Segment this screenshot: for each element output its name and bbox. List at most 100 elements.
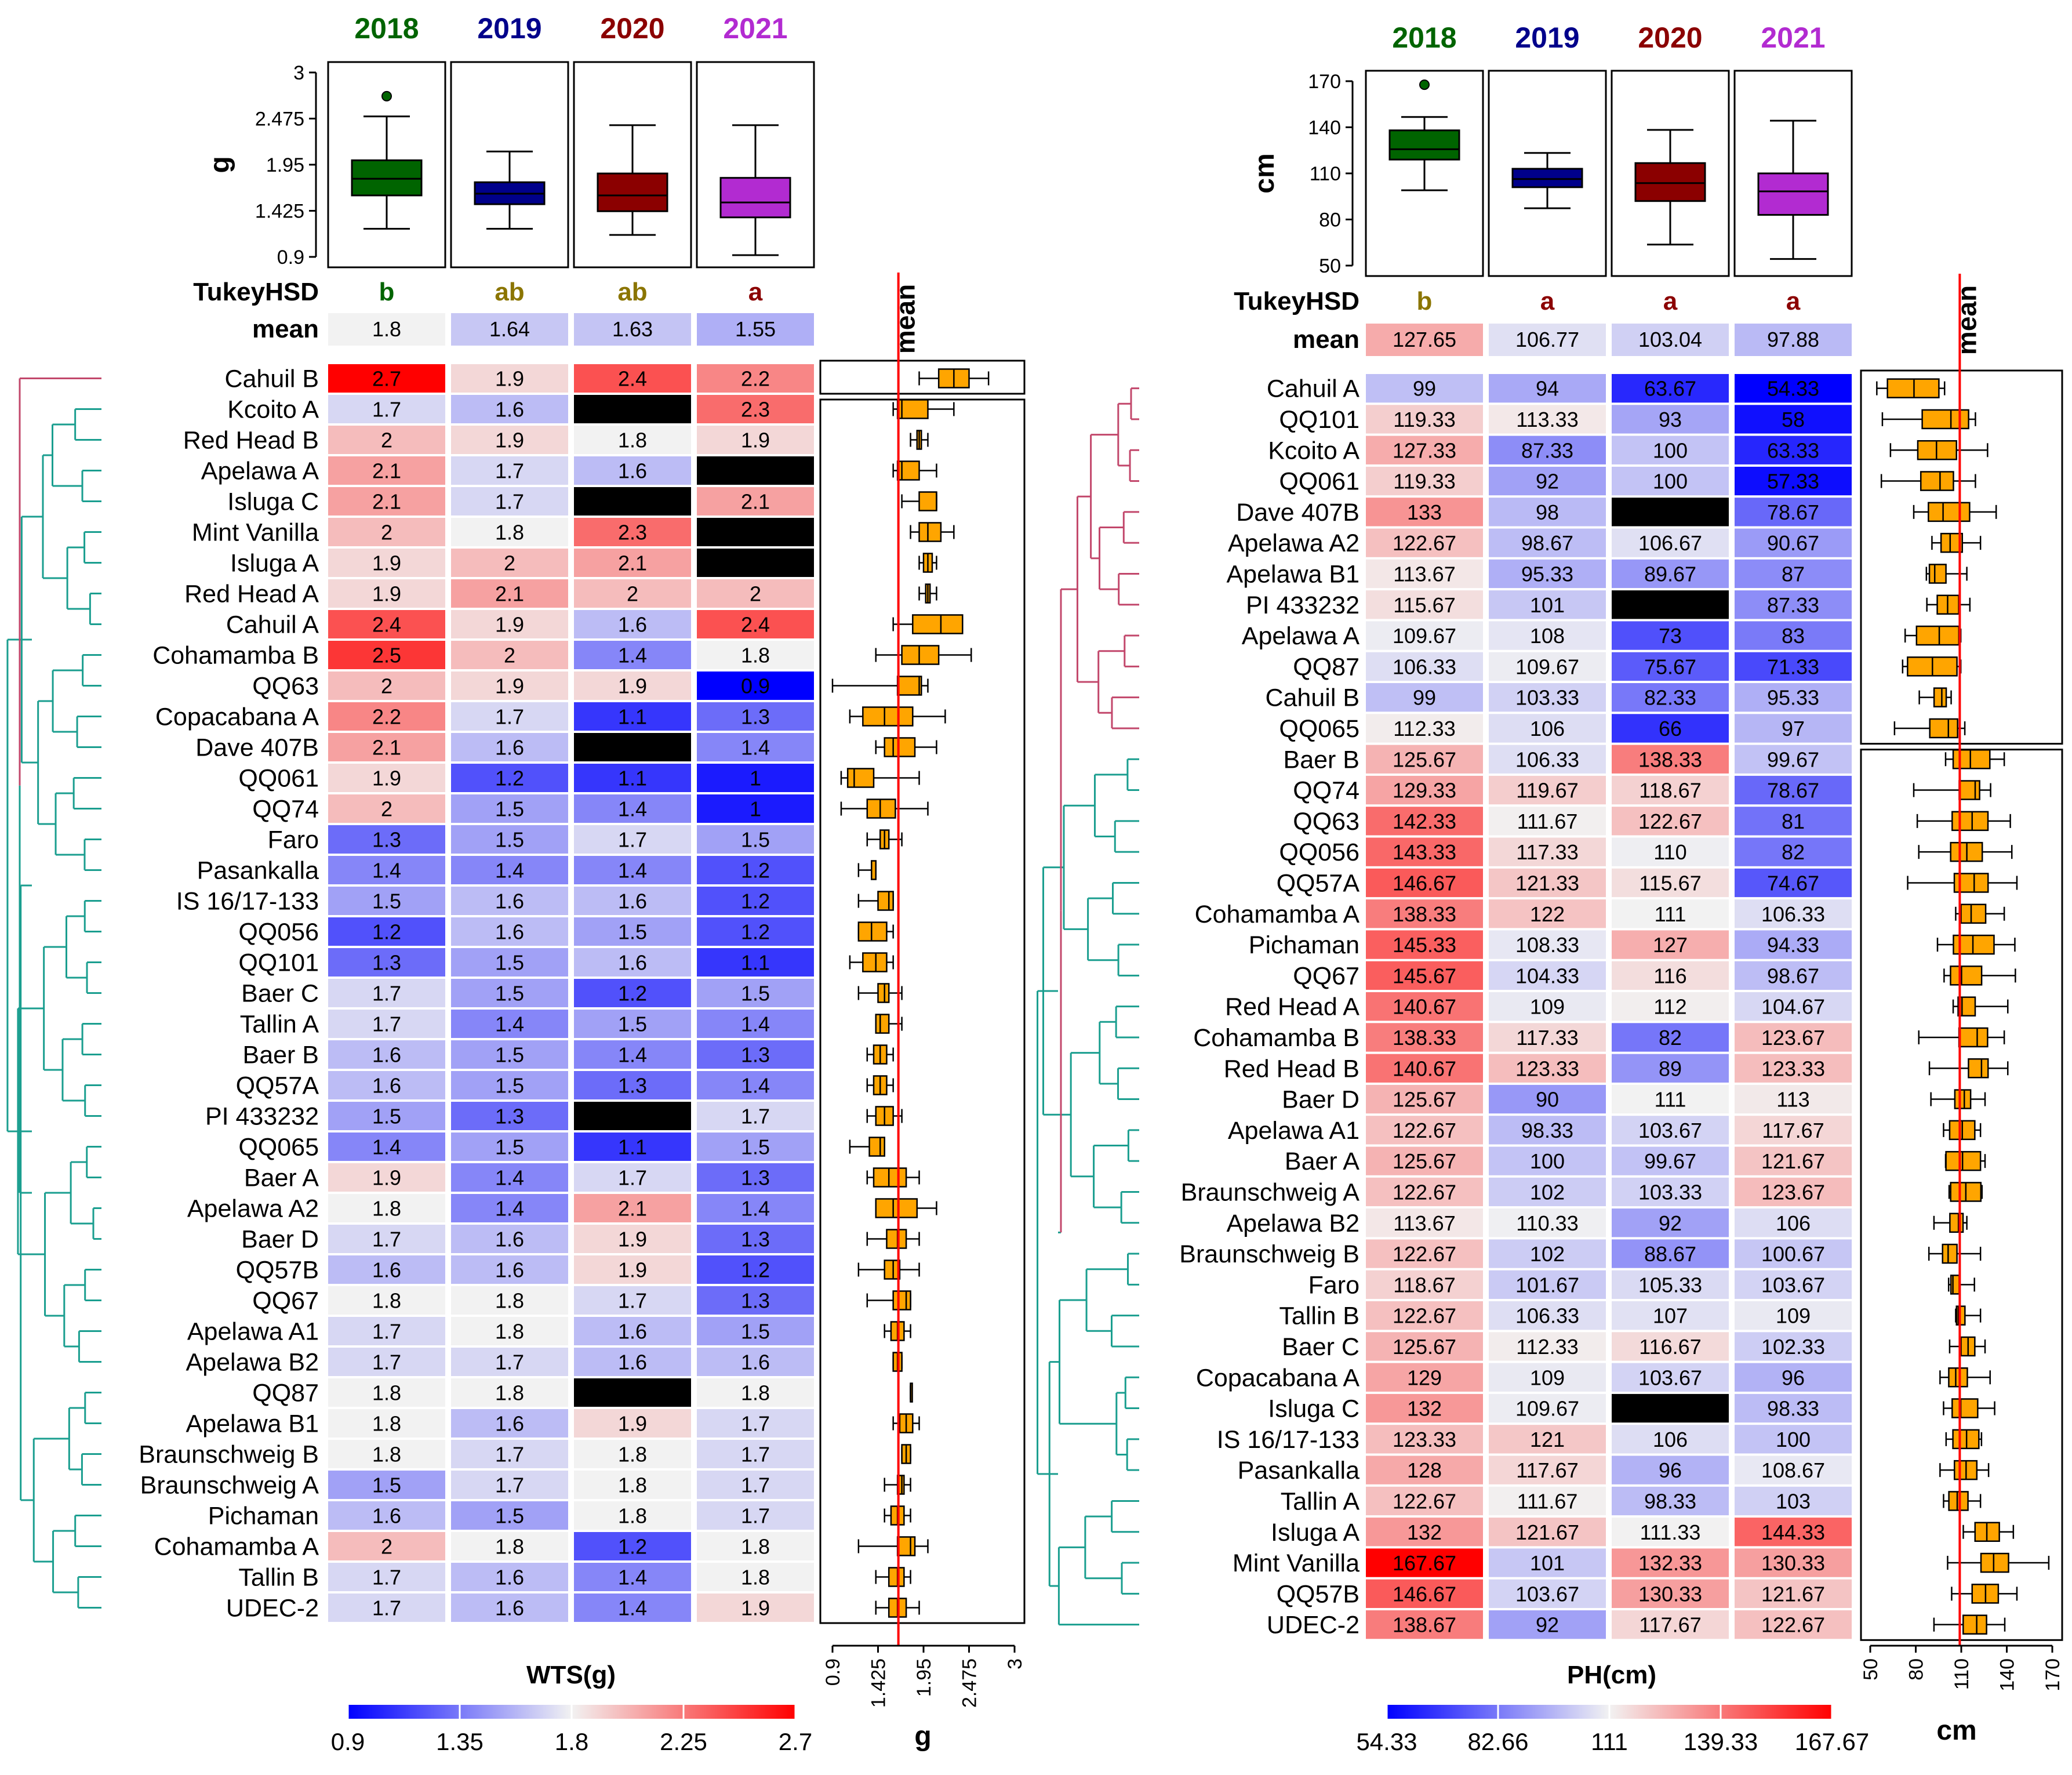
heatmap-value: 81 (1782, 810, 1805, 833)
heatmap-value: 1.6 (618, 459, 647, 483)
heatmap-value: 100 (1653, 438, 1688, 462)
genotype-boxplot-box (1915, 625, 1960, 646)
heatmap-value: 2 (504, 644, 515, 667)
heatmap-value: 2.1 (741, 490, 770, 514)
heatmap-value: 1.5 (495, 951, 524, 975)
heatmap-cell (574, 364, 691, 393)
heatmap-value: 1.6 (372, 1258, 401, 1282)
heatmap-cell (328, 1163, 445, 1192)
heatmap-cell (1489, 435, 1606, 464)
heatmap-cell (1366, 1425, 1483, 1454)
heatmap-value: 88.67 (1644, 1242, 1696, 1266)
genotype-boxplot-box (912, 614, 964, 634)
genotype-axis-tick-label: 2.475 (959, 1658, 981, 1708)
heatmap-cell (328, 1593, 445, 1622)
heatmap-cell (328, 395, 445, 423)
genotype-boxplot-box (892, 1290, 911, 1311)
heatmap-cell (1366, 1610, 1483, 1639)
heatmap-value: 1.7 (372, 1596, 401, 1620)
heatmap-cell (574, 671, 691, 700)
colorbar-tick-label: 2.7 (779, 1728, 812, 1755)
heatmap-cell (1735, 1239, 1852, 1268)
heatmap-value: 113.33 (1516, 408, 1578, 431)
heatmap-value: 1.5 (495, 797, 524, 821)
genotype-label: Apelawa A1 (1228, 1117, 1359, 1145)
genotype-boxplot-box (1954, 1089, 1972, 1109)
heatmap-value: 125.67 (1393, 747, 1456, 771)
heatmap-value: 1.9 (372, 1166, 401, 1190)
heatmap-cell (1366, 374, 1483, 403)
year-boxplot-box (1757, 172, 1829, 216)
heatmap-cell (328, 1501, 445, 1530)
heatmap-value: 123.33 (1515, 1057, 1579, 1080)
genotype-label: Baer B (1284, 746, 1359, 774)
heatmap-cell (328, 1378, 445, 1407)
year-header-2018: 2018 (1392, 21, 1456, 54)
heatmap-value: 1.9 (495, 367, 524, 391)
heatmap-cell (574, 887, 691, 915)
genotype-axis-tick-label: 140 (1997, 1658, 2019, 1691)
heatmap-value: 1.4 (618, 644, 647, 667)
heatmap-cell-missing (1612, 590, 1729, 619)
trait-label: WTS(g) (526, 1661, 616, 1689)
heatmap-value: 1.7 (495, 1443, 524, 1467)
heatmap-cell (1366, 1518, 1483, 1547)
heatmap-cell (1735, 1208, 1852, 1237)
heatmap-cell (1489, 683, 1606, 712)
heatmap-cell (1489, 1332, 1606, 1361)
heatmap-value: 105.33 (1638, 1273, 1702, 1297)
genotype-label: QQ056 (238, 919, 319, 946)
heatmap-value: 109 (1530, 995, 1565, 1019)
heatmap-cell (1489, 1425, 1606, 1454)
heatmap-cell (1612, 1455, 1729, 1484)
heatmap-value: 1.2 (495, 767, 524, 790)
genotype-boxplot-box (1962, 1614, 1987, 1635)
heatmap-cell (451, 610, 568, 638)
heatmap-cell (574, 1194, 691, 1222)
heatmap-cell (574, 1010, 691, 1038)
genotype-boxplot-box (875, 1198, 918, 1218)
heatmap-cell (1612, 1239, 1729, 1268)
heatmap-value: 1.2 (741, 890, 770, 913)
heatmap-value: 132 (1407, 1520, 1442, 1544)
heatmap-value: 82.33 (1644, 686, 1696, 710)
heatmap-value: 1.6 (495, 1258, 524, 1282)
cluster-frame-2 (819, 398, 1026, 1624)
heatmap-cell (328, 549, 445, 577)
heatmap-value: 98.33 (1767, 1397, 1819, 1421)
colorbar-tick-label: 1.35 (436, 1728, 484, 1755)
heatmap-cell (1489, 775, 1606, 805)
genotype-boxplot-box (1951, 811, 1989, 832)
heatmap-cell (451, 1225, 568, 1253)
genotype-label: Cohamamba A (154, 1533, 319, 1561)
genotype-label: Cahuil A (1267, 375, 1359, 403)
heatmap-value: 1.2 (741, 920, 770, 944)
heatmap-cell (1612, 652, 1729, 681)
heatmap-cell (574, 1163, 691, 1192)
heatmap-cell (1735, 1518, 1852, 1547)
heatmap-value: 2.4 (618, 367, 647, 391)
heatmap-cell (574, 426, 691, 454)
heatmap-value: 1.6 (618, 951, 647, 975)
genotype-label: Pasankalla (1238, 1457, 1359, 1484)
year-boxplot-frame (573, 61, 692, 268)
heatmap-cell (1366, 1146, 1483, 1175)
genotype-label: Apelawa A2 (1228, 529, 1359, 557)
heatmap-cell (1366, 1579, 1483, 1608)
heatmap-value: 108.33 (1515, 933, 1579, 957)
heatmap-value: 74.67 (1767, 871, 1819, 895)
heatmap-value: 1.3 (741, 1043, 770, 1067)
heatmap-cell (1612, 374, 1729, 403)
heatmap-value: 1.4 (495, 859, 524, 883)
heatmap-value: 2 (627, 582, 638, 606)
heatmap-cell (451, 518, 568, 546)
genotype-label: Cahuil B (1265, 684, 1359, 712)
heatmap-cell (1366, 1116, 1483, 1145)
heatmap-value: 112.33 (1393, 717, 1455, 741)
genotype-axis-unit: cm (1936, 1715, 1976, 1746)
heatmap-cell (1612, 559, 1729, 589)
heatmap-value: 63.33 (1767, 438, 1819, 462)
heatmap-cell (697, 1040, 814, 1069)
heatmap-cell (328, 1440, 445, 1468)
heatmap-value: 118.67 (1639, 779, 1701, 803)
